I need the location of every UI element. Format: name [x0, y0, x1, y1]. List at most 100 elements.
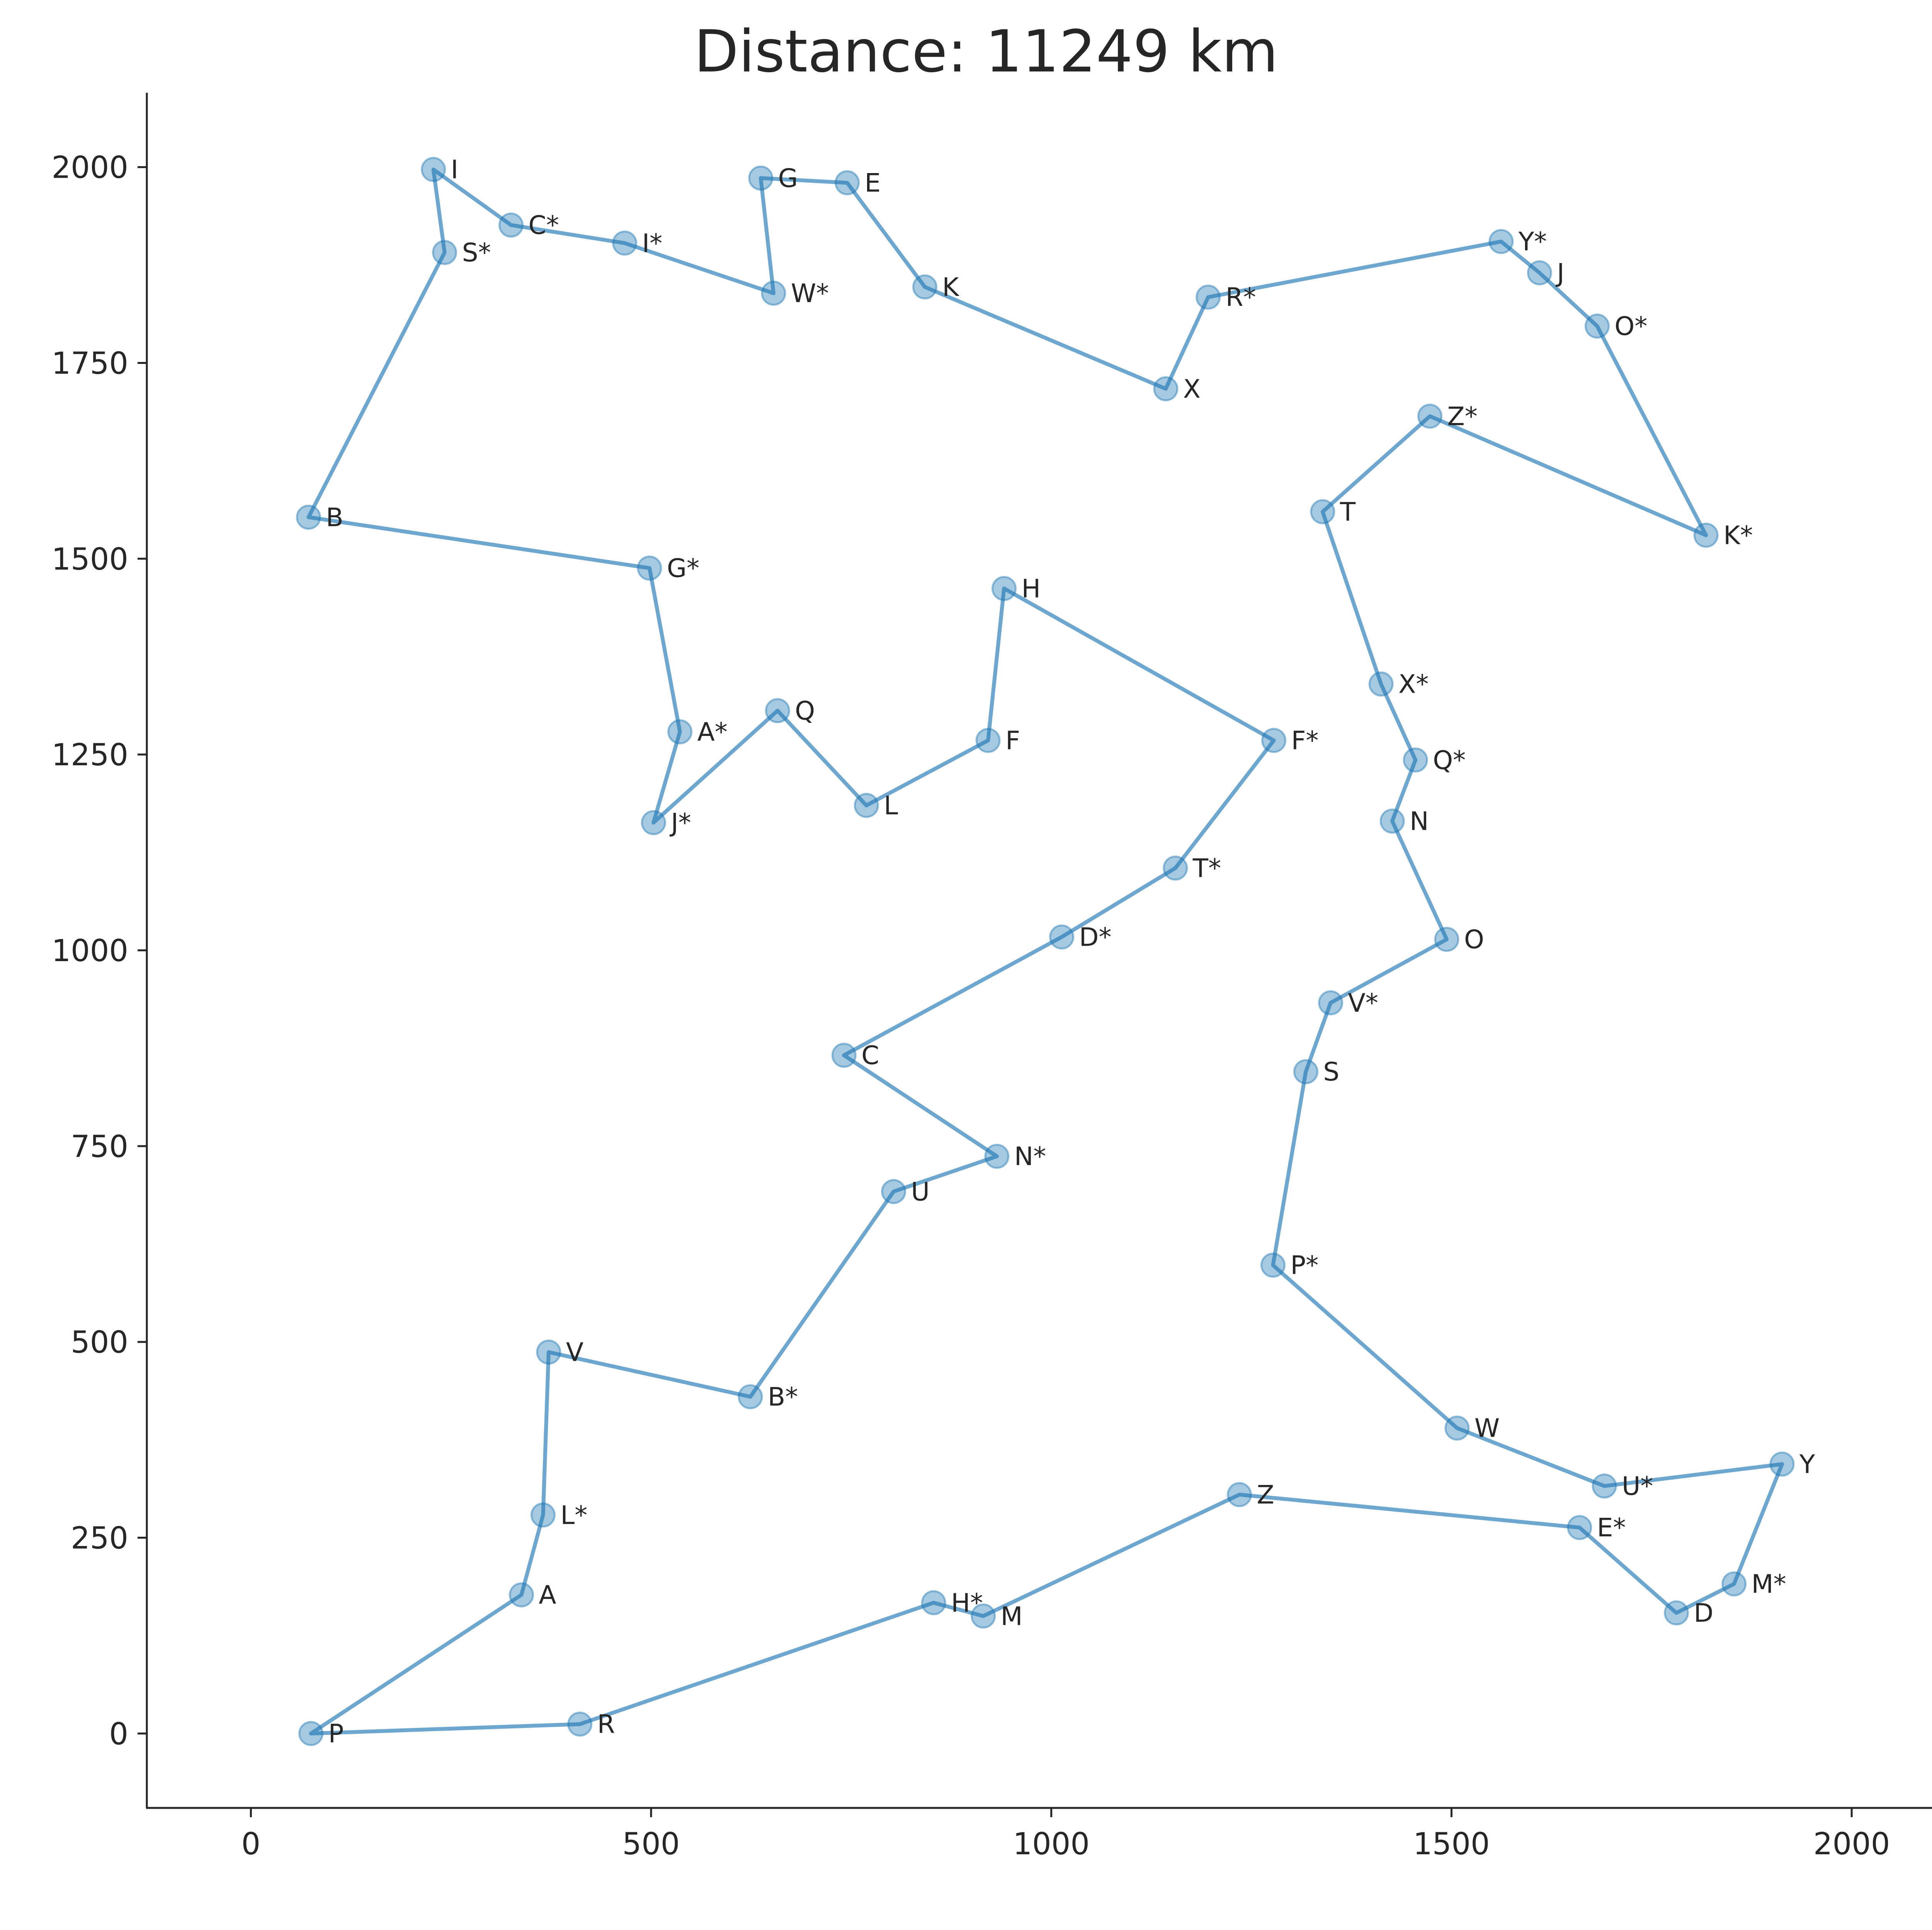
city-point: [738, 1384, 763, 1410]
city-label: E: [865, 168, 881, 198]
city-labels: P A L* V B* U N* C D* T* F* H F L Q J* A* G* B S* I C* I* W* G E K…: [326, 155, 1815, 1749]
city-label: G: [778, 163, 798, 193]
city-point: [881, 1179, 906, 1204]
city-point: [831, 1043, 857, 1068]
city-point: [975, 728, 1001, 753]
city-label: E*: [1597, 1513, 1626, 1543]
y-tick-label: 500: [71, 1325, 128, 1360]
city-point: [748, 165, 774, 191]
city-point: [1368, 671, 1394, 697]
city-point: [1584, 313, 1610, 339]
city-label: A*: [697, 717, 728, 747]
city-label: Y: [1799, 1449, 1815, 1479]
city-label: N: [1410, 806, 1429, 836]
city-label: U: [911, 1177, 930, 1206]
city-point: [612, 230, 638, 256]
city-label: N*: [1014, 1142, 1046, 1171]
y-tick-label: 1750: [51, 346, 128, 381]
city-label: B: [326, 503, 343, 532]
y-tick-label: 0: [109, 1717, 128, 1752]
city-label: M*: [1752, 1569, 1786, 1599]
city-point: [1049, 924, 1075, 950]
city-label: Q*: [1433, 745, 1466, 775]
city-label: V*: [1348, 988, 1378, 1018]
x-tick-label: 0: [241, 1827, 260, 1862]
city-point: [1163, 855, 1188, 881]
city-point: [421, 157, 446, 182]
city-label: L*: [560, 1500, 587, 1530]
city-point: [912, 274, 937, 300]
y-tick-label: 2000: [51, 151, 128, 185]
city-label: B*: [768, 1382, 798, 1412]
city-label: F*: [1291, 726, 1319, 756]
city-point: [1261, 728, 1287, 753]
city-label: S: [1323, 1057, 1339, 1087]
city-label: V: [566, 1337, 583, 1367]
city-label: X: [1183, 374, 1201, 404]
city-label: H: [1022, 574, 1041, 603]
city-point: [1403, 747, 1428, 773]
city-label: O: [1464, 925, 1484, 955]
city-label: T: [1340, 497, 1356, 527]
city-point: [765, 698, 790, 724]
city-point: [1379, 808, 1405, 834]
city-point: [296, 505, 321, 530]
city-point: [1153, 376, 1179, 401]
city-label: J: [1555, 258, 1564, 288]
city-point: [298, 1721, 324, 1746]
city-label: D: [1694, 1598, 1714, 1628]
city-label: K*: [1723, 520, 1753, 550]
city-point: [1293, 1059, 1318, 1084]
city-point: [536, 1339, 561, 1365]
city-label: I: [451, 155, 458, 185]
city-point: [1664, 1600, 1689, 1626]
city-point: [1310, 499, 1335, 525]
city-label: Y*: [1518, 227, 1547, 257]
city-label: C*: [529, 211, 559, 240]
city-point: [1527, 260, 1552, 285]
city-point: [971, 1603, 996, 1629]
city-point: [1769, 1451, 1795, 1477]
city-label: W: [1475, 1414, 1500, 1443]
chart-title: Distance: 11249 km: [694, 18, 1278, 85]
city-label: U*: [1622, 1471, 1653, 1501]
city-point: [1434, 927, 1459, 952]
city-label: L: [884, 791, 898, 821]
city-point: [567, 1711, 593, 1737]
city-point: [1417, 403, 1442, 429]
city-label: W*: [791, 279, 829, 308]
city-point: [992, 576, 1017, 601]
city-label: Z*: [1447, 401, 1478, 431]
city-point: [854, 793, 879, 818]
x-tick-label: 500: [622, 1827, 680, 1862]
city-point: [761, 280, 786, 306]
city-points: [296, 157, 1795, 1746]
city-point: [1227, 1482, 1252, 1507]
x-tick-label: 2000: [1813, 1827, 1890, 1862]
city-point: [641, 810, 666, 836]
city-point: [509, 1582, 534, 1608]
city-label: C: [861, 1041, 879, 1070]
city-label: R*: [1226, 282, 1256, 312]
city-point: [1318, 990, 1344, 1016]
x-ticks: 0 500 1000 1500 2000: [241, 1808, 1890, 1862]
y-tick-label: 250: [71, 1521, 128, 1556]
city-point: [1567, 1515, 1592, 1540]
city-point: [432, 240, 457, 265]
city-label: T*: [1192, 853, 1221, 883]
x-tick-label: 1500: [1413, 1827, 1490, 1862]
city-point: [1196, 284, 1221, 310]
city-label: H*: [951, 1588, 983, 1618]
y-tick-label: 1000: [51, 934, 128, 968]
city-point: [1260, 1252, 1286, 1278]
city-point: [1592, 1473, 1617, 1499]
city-point: [1721, 1571, 1747, 1597]
city-label: K: [942, 272, 959, 302]
city-label: O*: [1614, 311, 1647, 341]
city-label: F: [1005, 726, 1020, 756]
city-label: I*: [642, 228, 662, 258]
city-point: [1444, 1415, 1470, 1441]
city-label: G*: [667, 554, 699, 583]
city-point: [530, 1502, 556, 1528]
